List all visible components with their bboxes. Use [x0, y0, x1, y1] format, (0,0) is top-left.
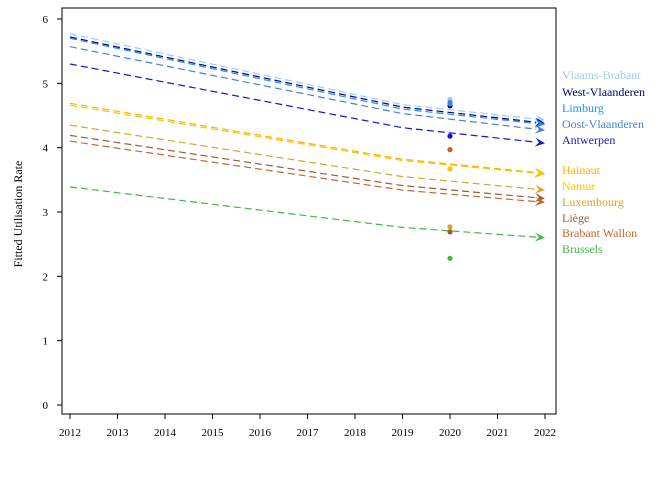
legend-entry-limburg: Limburg	[562, 101, 604, 115]
legend-entry-oost-vlaanderen: Oost-Vlaanderen	[562, 117, 644, 131]
series-arrowhead-luxembourg	[534, 184, 545, 194]
y-tick-label: 3	[43, 207, 49, 219]
series-line-antwerpen	[69, 63, 537, 143]
series-line-brabant-wallon	[69, 140, 537, 203]
x-tick-label: 2015	[202, 427, 225, 439]
series-line-hainaut	[69, 102, 537, 174]
series-arrowhead-li-ge	[534, 193, 545, 203]
series-line-brussels	[69, 186, 537, 238]
observed-point-namur	[447, 166, 453, 172]
series-line-limburg	[69, 37, 537, 125]
series-line-vlaams-brabant	[69, 33, 537, 120]
x-tick-label: 2019	[392, 427, 415, 439]
legend-entry-namur: Namur	[562, 179, 595, 193]
legend-entry-antwerpen: Antwerpen	[562, 133, 615, 147]
x-tick-label: 2016	[249, 427, 272, 439]
observed-point-luxembourg	[447, 224, 453, 230]
x-tick-label: 2018	[344, 427, 367, 439]
y-tick-label: 5	[43, 78, 49, 90]
series-group	[69, 33, 545, 261]
series-arrowhead-namur	[534, 168, 545, 178]
y-axis-title: Fitted Utilisation Rate	[11, 161, 25, 268]
x-tick-label: 2012	[59, 427, 81, 439]
series-arrowhead-oost-vlaanderen	[534, 124, 545, 134]
x-tick-label: 2013	[107, 427, 130, 439]
x-tick-label: 2020	[439, 427, 462, 439]
series-line-luxembourg	[69, 124, 537, 190]
legend: Vlaams-Brabant West-Vlaanderen Limburg Oost…	[562, 68, 645, 256]
series-line-west-vlaanderen	[69, 36, 537, 123]
x-tick-label: 2014	[154, 427, 177, 439]
observed-point-brussels	[447, 255, 453, 261]
legend-entry-vlaams-brabant: Vlaams-Brabant	[562, 68, 641, 82]
legend-entry-west-vlaanderen: West-Vlaanderen	[562, 85, 645, 99]
axis-ticks: 2012 2013 2014 2015 2016 2017 2018 2019 2020 2021…	[43, 14, 557, 439]
x-tick-label: 2017	[297, 427, 320, 439]
legend-entry-luxembourg: Luxembourg	[562, 195, 624, 209]
series-arrowhead-brabant-wallon	[534, 197, 545, 206]
series-line-oost-vlaanderen	[69, 46, 537, 130]
series-arrowhead-brussels	[534, 232, 545, 242]
y-tick-label: 6	[43, 14, 49, 26]
x-tick-label: 2022	[534, 427, 556, 439]
observed-point-oost-vlaanderen	[447, 100, 453, 106]
y-tick-label: 0	[43, 400, 49, 412]
series-line-namur	[69, 104, 537, 174]
observed-point-antwerpen	[447, 133, 453, 139]
legend-entry-li-ge: Liège	[562, 211, 589, 225]
y-tick-label: 2	[43, 271, 49, 283]
observed-point-brabant-wallon	[447, 147, 453, 153]
legend-entry-hainaut: Hainaut	[562, 163, 601, 177]
legend-entry-brabant-wallon: Brabant Wallon	[562, 226, 637, 240]
y-tick-label: 4	[43, 143, 49, 155]
x-tick-label: 2021	[487, 427, 509, 439]
legend-entry-brussels: Brussels	[562, 242, 603, 256]
y-tick-label: 1	[43, 336, 49, 348]
plot-frame	[61, 7, 557, 415]
series-line-li-ge	[69, 134, 537, 199]
series-arrowhead-antwerpen	[534, 137, 545, 147]
observed-point-li-ge	[447, 229, 453, 235]
